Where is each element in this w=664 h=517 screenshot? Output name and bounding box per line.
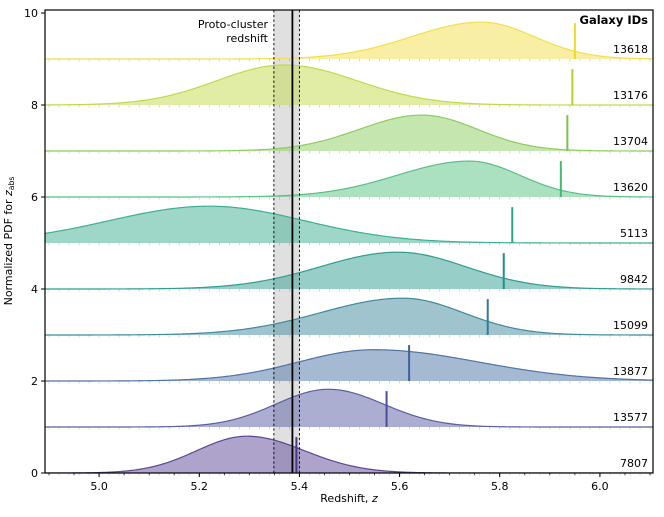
pdf-line-5113 [45,205,653,244]
pdf-line-13176 [45,64,653,106]
row-minor-ticks-9842 [48,289,651,292]
galaxy-id-label-5113: 5113 [620,227,648,240]
pdf-area-13620 [45,161,653,197]
x-tick-label-5.4: 5.4 [291,480,309,493]
legend-header: Galaxy IDs [580,13,649,27]
pdf-area-13618 [45,22,653,59]
row-minor-ticks-13176 [48,105,651,108]
pdf-area-15099 [45,298,653,335]
plot-frame [44,9,654,474]
y-tick-label-6: 6 [31,191,38,204]
row-minor-ticks-13877 [48,381,651,384]
plot-area: 13618 13176 13704 13620 5113 9842 15099 13877 13… [24,7,654,493]
y-tick-label-0: 0 [31,467,38,480]
x-axis-minor-ticks [48,473,651,476]
x-tick-label-5.6: 5.6 [391,480,409,493]
row-minor-ticks-15099 [48,335,651,338]
x-tick-label-5.0: 5.0 [90,480,108,493]
proto-cluster-annotation-line1: Proto-cluster [198,18,269,31]
pdf-area-5113 [45,206,653,243]
pdf-line-13620 [45,160,653,198]
pdf-line-13877 [45,349,653,382]
pdf-line-15099 [45,297,653,336]
galaxy-id-label-15099: 15099 [613,319,648,332]
y-tick-label-10: 10 [24,7,38,20]
galaxy-id-label-13618: 13618 [613,43,648,56]
pdf-area-7807 [45,436,653,473]
pdf-line-7807 [45,435,653,473]
row-minor-ticks-13577 [48,427,651,430]
galaxy-id-label-13704: 13704 [613,135,648,148]
chart-text-layer: Redshift, z Normalized PDF for zabs Gala… [2,13,648,505]
x-tick-label-5.8: 5.8 [491,480,509,493]
pdf-area-13877 [45,349,653,381]
y-axis-major-ticks [41,12,45,474]
y-tick-label-8: 8 [31,99,38,112]
pdf-area-13176 [45,64,653,105]
x-axis-label: Redshift, z [320,492,378,505]
galaxy-id-label-13620: 13620 [613,181,648,194]
pdf-line-13704 [45,114,653,152]
pdf-line-13618 [45,21,653,60]
pdf-line-9842 [45,251,653,290]
proto-cluster-annotation-line2: redshift [226,32,268,45]
pdf-area-9842 [45,252,653,289]
galaxy-id-label-13577: 13577 [613,411,648,424]
row-minor-ticks-5113 [48,243,651,246]
row-minor-ticks-13704 [48,151,651,154]
galaxy-id-label-7807: 7807 [620,457,648,470]
row-minor-ticks-13618 [48,59,651,62]
pdf-area-13577 [45,389,653,427]
galaxy-id-label-13176: 13176 [613,89,648,102]
y-tick-label-2: 2 [31,375,38,388]
y-tick-label-4: 4 [31,283,38,296]
galaxy-id-label-9842: 9842 [620,273,648,286]
y-axis-label: Normalized PDF for zabs [2,177,16,306]
x-tick-label-5.2: 5.2 [191,480,209,493]
pdf-line-13577 [45,388,653,428]
galaxy-id-label-13877: 13877 [613,365,648,378]
x-tick-label-6.0: 6.0 [591,480,609,493]
row-minor-ticks-13620 [48,197,651,200]
